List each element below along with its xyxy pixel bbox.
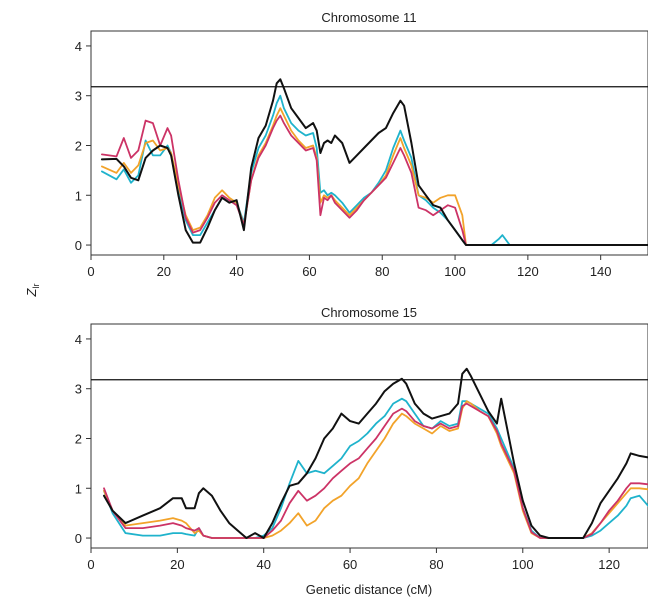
series-line-cyan bbox=[103, 397, 648, 539]
x-tick-label: 80 bbox=[375, 264, 389, 279]
series-line-black bbox=[100, 78, 648, 246]
x-tick-label: 40 bbox=[256, 557, 270, 572]
series-line-magenta bbox=[101, 114, 648, 246]
y-tick-label: 1 bbox=[75, 188, 82, 203]
series-line-orange bbox=[103, 400, 648, 539]
y-tick-label: 4 bbox=[75, 332, 82, 347]
x-tick-label: 20 bbox=[157, 264, 171, 279]
x-tick-label: 0 bbox=[87, 264, 94, 279]
x-tick-label: 40 bbox=[229, 264, 243, 279]
x-tick-label: 80 bbox=[429, 557, 443, 572]
y-tick-label: 1 bbox=[75, 481, 82, 496]
series-group bbox=[91, 78, 648, 246]
x-tick-label: 100 bbox=[512, 557, 534, 572]
x-tick-label: 140 bbox=[590, 264, 612, 279]
y-axis-label-main: Z bbox=[24, 287, 39, 297]
panel-title: Chromosome 15 bbox=[321, 305, 417, 320]
x-tick-label: 20 bbox=[170, 557, 184, 572]
y-tick-label: 2 bbox=[75, 138, 82, 153]
y-tick-label: 2 bbox=[75, 431, 82, 446]
y-tick-label: 3 bbox=[75, 89, 82, 104]
series-group bbox=[91, 367, 648, 539]
x-tick-label: 120 bbox=[517, 264, 539, 279]
y-tick-label: 0 bbox=[75, 238, 82, 253]
y-tick-label: 4 bbox=[75, 39, 82, 54]
x-tick-label: 60 bbox=[302, 264, 316, 279]
panel-title: Chromosome 11 bbox=[321, 10, 416, 25]
plot-frame bbox=[90, 30, 648, 256]
y-tick-label: 0 bbox=[75, 531, 82, 546]
x-axis-label: Genetic distance (cM) bbox=[306, 582, 432, 597]
x-tick-label: 60 bbox=[343, 557, 357, 572]
y-axis-label-sub: lr bbox=[31, 284, 41, 289]
x-tick-label: 120 bbox=[598, 557, 620, 572]
y-tick-label: 3 bbox=[75, 382, 82, 397]
y-axis-label: Zlr bbox=[24, 284, 41, 298]
x-tick-label: 100 bbox=[444, 264, 466, 279]
x-tick-label: 0 bbox=[87, 557, 94, 572]
series-line-black bbox=[103, 367, 648, 539]
plot-frame bbox=[90, 323, 648, 549]
